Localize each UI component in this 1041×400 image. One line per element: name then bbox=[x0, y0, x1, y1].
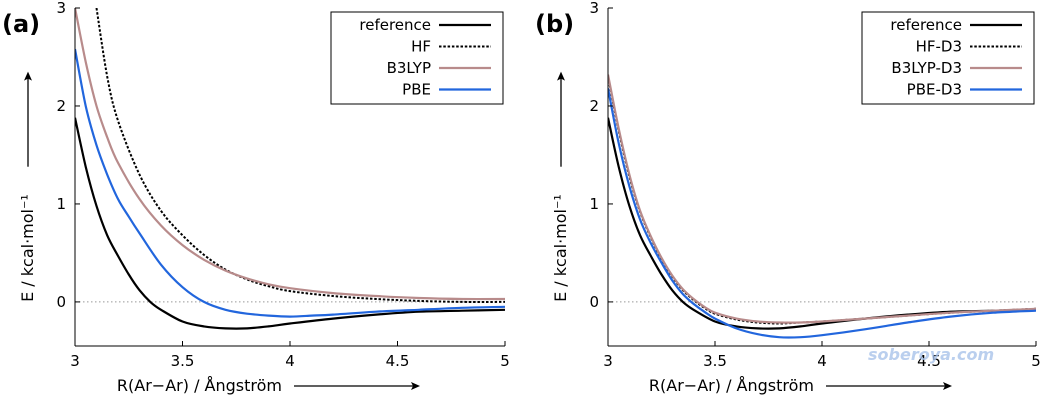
y-axis-label: E / kcal·mol⁻¹ bbox=[551, 194, 570, 302]
series-line-pbe-d3 bbox=[608, 88, 1036, 339]
legend-label: reference bbox=[359, 16, 431, 34]
legend-label: B3LYP-D3 bbox=[891, 59, 962, 77]
legend-label: PBE-D3 bbox=[907, 81, 962, 99]
panel-a: 3 3.5 4 4.5 5 0 1 2 3 (a) R(Ar−Ar) / Ångström E / k… bbox=[2, 0, 510, 395]
x-tick-label: 4 bbox=[285, 352, 295, 370]
y-tick-label: 1 bbox=[589, 195, 599, 213]
y-axis-arrowhead bbox=[557, 71, 565, 81]
series-line-hf-d3 bbox=[608, 76, 1036, 325]
watermark-text: soberoya.com bbox=[868, 345, 994, 364]
legend-label: PBE bbox=[402, 81, 431, 99]
y-tick-label: 1 bbox=[56, 195, 66, 213]
series-line-b3lyp-d3 bbox=[608, 74, 1036, 324]
y-tick-label: 0 bbox=[56, 293, 66, 311]
x-tick-label: 4.5 bbox=[386, 352, 410, 370]
panel-label: (a) bbox=[2, 10, 40, 38]
series-line-b3lyp bbox=[75, 8, 505, 301]
x-axis-label: R(Ar−Ar) / Ångström bbox=[117, 376, 282, 395]
y-axis-label: E / kcal·mol⁻¹ bbox=[18, 194, 37, 302]
y-tick-label: 3 bbox=[56, 0, 66, 17]
legend-label: B3LYP bbox=[387, 59, 431, 77]
series-line-reference bbox=[608, 117, 1036, 330]
x-tick-label: 3 bbox=[603, 352, 613, 370]
legend-label: HF-D3 bbox=[916, 38, 962, 56]
x-axis-arrowhead bbox=[943, 382, 952, 390]
panel-label: (b) bbox=[535, 10, 574, 38]
x-tick-label: 3 bbox=[70, 352, 80, 370]
x-axis-label: R(Ar−Ar) / Ångström bbox=[649, 376, 814, 395]
y-tick-label: 2 bbox=[56, 97, 66, 115]
y-tick-label: 3 bbox=[589, 0, 599, 17]
y-tick-label: 0 bbox=[589, 293, 599, 311]
series-line-pbe bbox=[75, 48, 505, 318]
x-tick-label: 3.5 bbox=[171, 352, 195, 370]
legend-label: reference bbox=[890, 16, 962, 34]
series-line-hf bbox=[95, 8, 505, 303]
x-tick-label: 3.5 bbox=[703, 352, 727, 370]
x-axis-arrowhead bbox=[411, 382, 420, 390]
series-line-reference bbox=[75, 117, 505, 330]
y-axis-arrowhead bbox=[24, 71, 32, 81]
panel-b: 3 3.5 4 4.5 5 0 1 2 3 (b) R(Ar−Ar) / Ångström E / k… bbox=[535, 0, 1041, 395]
legend-label: HF bbox=[411, 38, 431, 56]
x-tick-label: 5 bbox=[500, 352, 510, 370]
x-tick-label: 5 bbox=[1031, 352, 1041, 370]
x-tick-label: 4 bbox=[817, 352, 827, 370]
y-tick-label: 2 bbox=[589, 97, 599, 115]
x-tick-label: 4.5 bbox=[917, 352, 941, 370]
